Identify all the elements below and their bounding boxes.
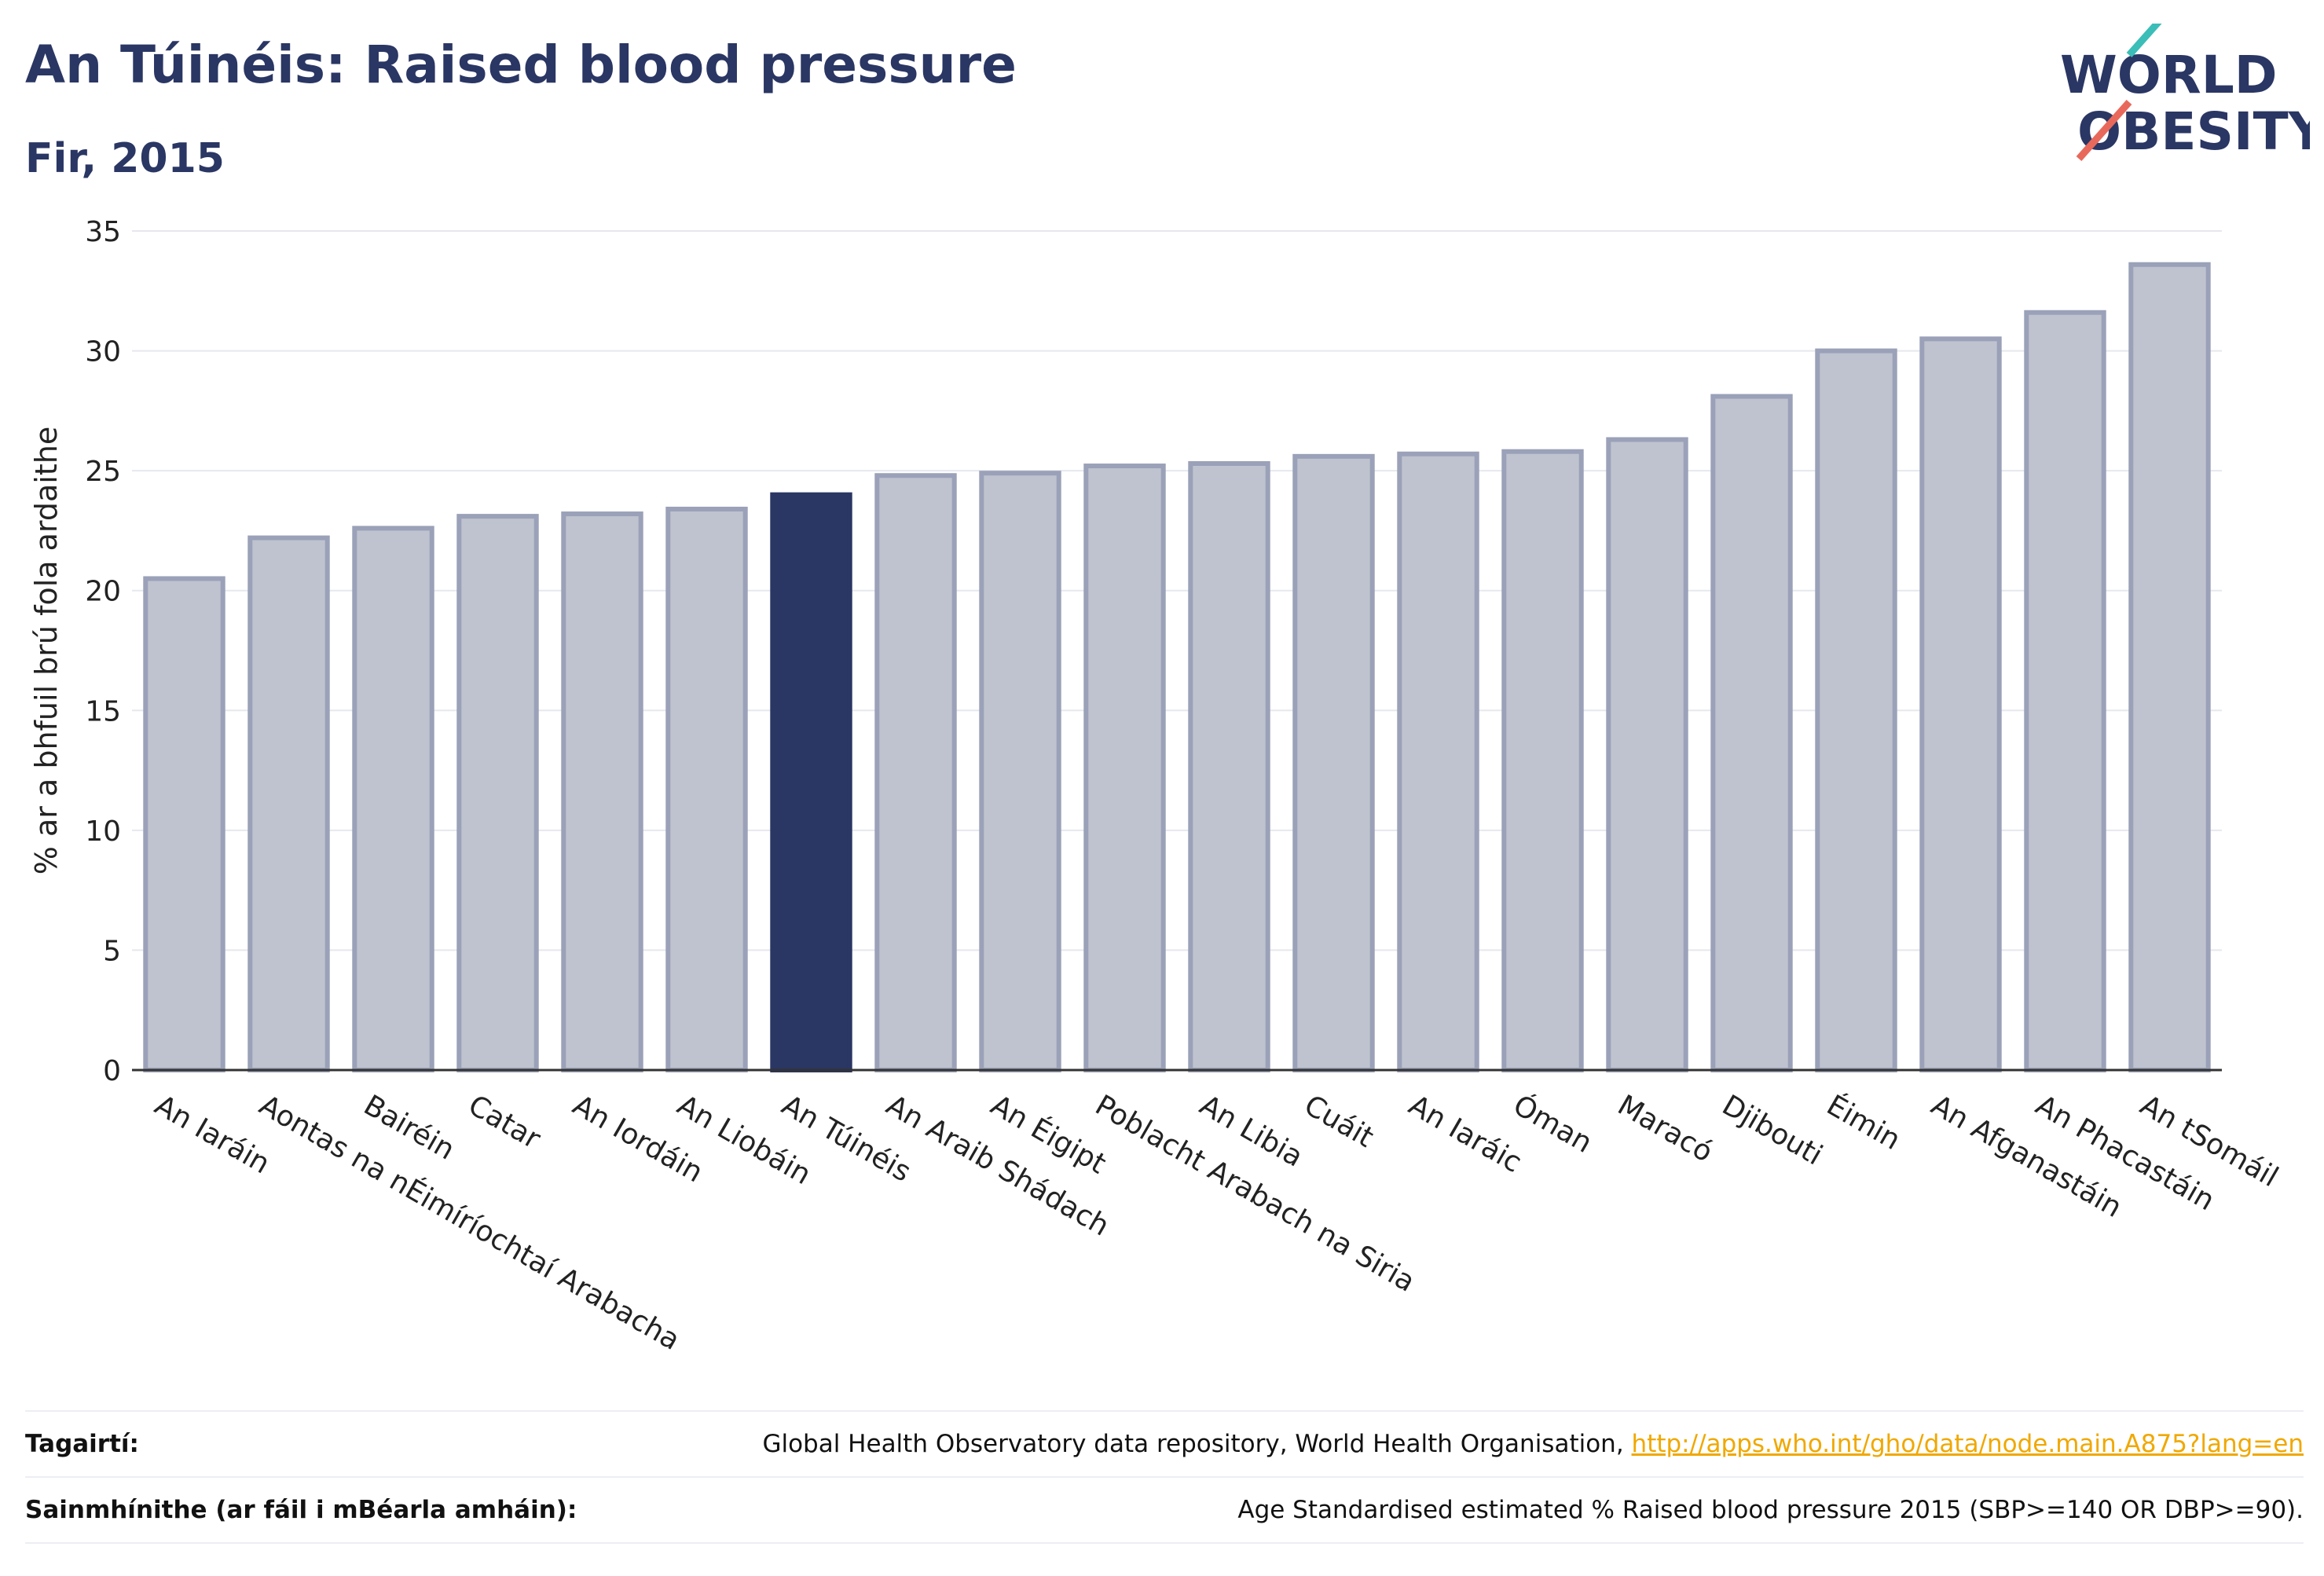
logo-slash-teal	[2126, 24, 2162, 57]
chart-title: An Túinéis: Raised blood pressure	[25, 35, 1017, 95]
definitions-row: Sainmhínithe (ar fáil i mBéarla amháin):…	[25, 1476, 2304, 1544]
bar	[456, 514, 539, 1072]
bar	[665, 506, 748, 1072]
logo-line-2: OBESITY	[2077, 101, 2310, 162]
x-tick-label: Djibouti	[1717, 1089, 1827, 1171]
bar	[1083, 464, 1166, 1072]
x-tick-label: Maracó	[1612, 1089, 1718, 1168]
references-row: Tagairtí: Global Health Observatory data…	[25, 1410, 2304, 1476]
bar	[352, 526, 434, 1072]
bar	[1710, 394, 1793, 1072]
y-tick-label: 0	[103, 1055, 121, 1087]
world-obesity-logo: WORLD OBESITY	[2060, 24, 2310, 162]
bar	[1188, 460, 1270, 1072]
x-tick-label: Catar	[463, 1089, 546, 1156]
references-value: Global Health Observatory data repositor…	[762, 1430, 2304, 1458]
y-tick-label: 20	[85, 576, 121, 608]
y-tick-label: 30	[85, 336, 121, 368]
chart-subtitle: Fir, 2015	[25, 135, 225, 182]
definitions-value: Age Standardised estimated % Raised bloo…	[1237, 1496, 2304, 1524]
bar	[1292, 453, 1375, 1072]
footer: Tagairtí: Global Health Observatory data…	[25, 1410, 2304, 1544]
y-axis-ticks: 0 5 10 15 20 25 30 35	[85, 216, 121, 1087]
logo-line-1: WORLD	[2060, 45, 2278, 105]
y-axis-label: % ar a bhfuil brú fola ardaithe	[29, 427, 64, 874]
grid-lines	[132, 230, 2222, 1071]
bar	[2024, 310, 2106, 1072]
definitions-label: Sainmhínithe (ar fáil i mBéarla amháin):	[25, 1496, 577, 1524]
y-tick-label: 5	[103, 935, 121, 967]
bar-highlighted	[770, 492, 852, 1072]
bar	[1919, 336, 2002, 1073]
y-tick-label: 25	[85, 456, 121, 488]
x-tick-label: An Iaráic	[1403, 1089, 1527, 1179]
bar	[1501, 449, 1584, 1072]
y-tick-label: 35	[85, 216, 121, 248]
bar	[247, 535, 330, 1072]
references-label: Tagairtí:	[25, 1430, 139, 1458]
references-link[interactable]: http://apps.who.int/gho/data/node.main.A…	[1631, 1430, 2304, 1458]
bar	[979, 471, 1061, 1072]
bar	[1606, 437, 1688, 1072]
bar	[874, 473, 957, 1072]
x-tick-label: Éimin	[1821, 1088, 1906, 1156]
bar	[1397, 451, 1479, 1072]
x-tick-label: Cuáit	[1299, 1089, 1379, 1154]
bar	[1815, 348, 1897, 1073]
logo-slash-coral	[2076, 100, 2132, 161]
y-tick-label: 15	[85, 695, 121, 728]
bar	[561, 511, 643, 1072]
y-tick-label: 10	[85, 815, 121, 848]
x-tick-label: An Iaráin	[149, 1089, 275, 1180]
references-text: Global Health Observatory data repositor…	[762, 1430, 1624, 1458]
bar	[143, 576, 225, 1072]
bars	[143, 262, 2211, 1073]
x-tick-label: An Afganastáin	[1926, 1089, 2127, 1224]
bar	[2128, 262, 2211, 1073]
